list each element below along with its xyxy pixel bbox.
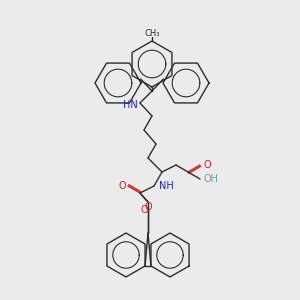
- Text: O: O: [118, 181, 126, 191]
- Text: HN: HN: [123, 100, 138, 110]
- Text: O: O: [140, 205, 148, 215]
- Text: O: O: [204, 160, 212, 170]
- Text: OH: OH: [204, 174, 219, 184]
- Text: NH: NH: [159, 181, 174, 191]
- Text: O: O: [144, 202, 152, 212]
- Text: CH₃: CH₃: [144, 29, 160, 38]
